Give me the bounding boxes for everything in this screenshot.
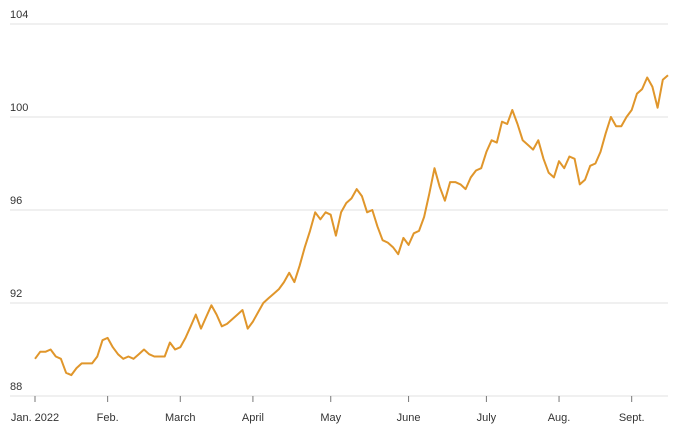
x-tick-label: March [165, 412, 196, 424]
x-tick-label: July [477, 412, 497, 424]
line-series [34, 74, 669, 377]
y-tick-label: 104 [10, 9, 28, 21]
x-tick-label: Aug. [548, 412, 571, 424]
y-tick-label: 92 [10, 288, 22, 300]
x-tick-label: May [320, 412, 341, 424]
y-tick-label: 88 [10, 381, 22, 393]
x-tick-label: April [242, 412, 264, 424]
x-tick-label: June [397, 412, 421, 424]
x-tick-label: Feb. [97, 412, 119, 424]
y-tick-label: 96 [10, 195, 22, 207]
x-tick-label: Jan. 2022 [11, 412, 59, 424]
x-tick-label: Sept. [619, 412, 645, 424]
y-tick-label: 100 [10, 102, 28, 114]
